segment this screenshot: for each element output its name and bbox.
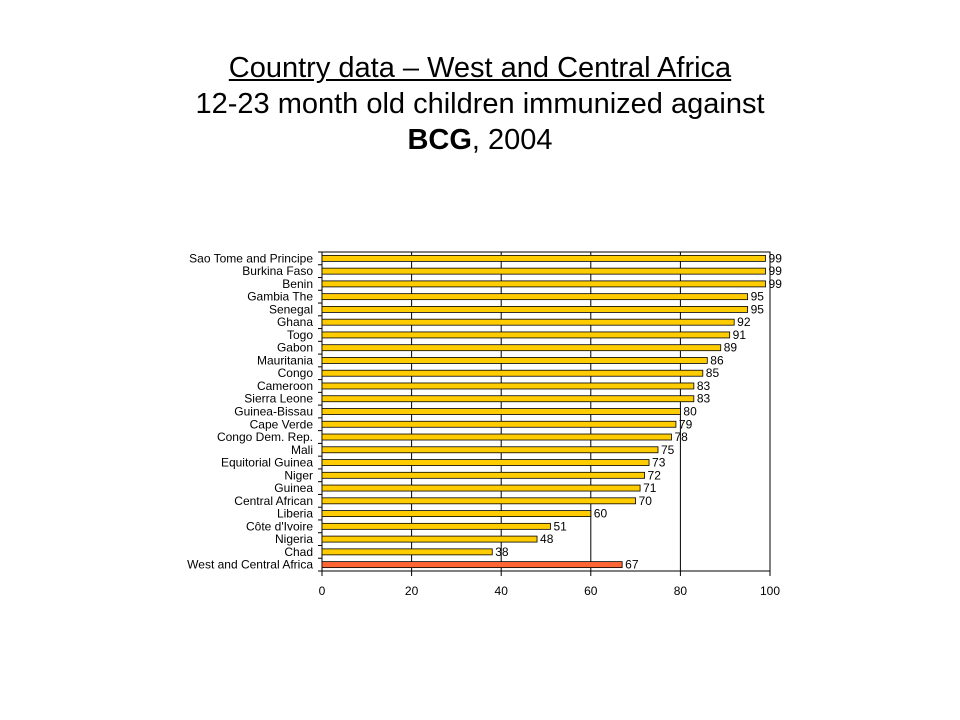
category-label: Cape Verde <box>250 417 314 431</box>
category-label: Sierra Leone <box>244 392 313 406</box>
bar <box>321 293 749 301</box>
title-line-3: BCG, 2004 <box>0 122 960 158</box>
bar <box>321 408 681 415</box>
data-label: 86 <box>710 353 724 367</box>
slide-title: Country data – West and Central Africa 1… <box>0 50 960 158</box>
category-label: Liberia <box>277 507 313 521</box>
x-tick-label: 80 <box>674 584 688 598</box>
bar <box>321 497 637 505</box>
category-label: Gabon <box>277 341 313 355</box>
category-label: Congo Dem. Rep. <box>217 430 313 444</box>
category-label: Equitorial Guinea <box>221 456 313 470</box>
category-label: Guinea-Bissau <box>234 405 313 419</box>
bar <box>321 510 592 517</box>
bar <box>321 420 677 428</box>
bar <box>321 267 766 275</box>
data-label: 92 <box>737 315 751 329</box>
bar <box>321 369 704 377</box>
data-label: 83 <box>697 392 711 406</box>
data-label: 99 <box>769 264 783 278</box>
bar <box>321 561 623 569</box>
data-label: 80 <box>683 405 697 419</box>
data-label: 99 <box>769 277 783 291</box>
bar <box>321 331 731 339</box>
data-label: 60 <box>594 507 608 521</box>
data-label: 70 <box>639 494 653 508</box>
bar <box>321 535 538 543</box>
category-label: West and Central Africa <box>187 558 313 572</box>
data-label: 71 <box>643 481 657 495</box>
data-label: 83 <box>697 379 711 393</box>
category-label: Sao Tome and Principe <box>189 251 313 265</box>
bar <box>321 484 641 492</box>
data-label: 38 <box>495 545 509 559</box>
bar <box>321 433 672 441</box>
category-label: Mali <box>291 443 313 457</box>
bar <box>321 382 695 390</box>
bar <box>321 306 749 313</box>
category-label: Congo <box>278 366 314 380</box>
category-label: Mauritania <box>257 353 313 367</box>
data-label: 99 <box>769 251 783 265</box>
category-label: Guinea <box>274 481 313 495</box>
category-label: Senegal <box>269 302 313 316</box>
category-label: Chad <box>284 545 313 559</box>
bar <box>321 395 695 403</box>
category-label: Burkina Faso <box>242 264 313 278</box>
category-label: Nigeria <box>275 532 313 546</box>
category-label: Togo <box>287 328 313 342</box>
title-line-1: Country data – West and Central Africa <box>228 52 732 84</box>
x-tick-label: 100 <box>760 584 780 598</box>
data-label: 91 <box>733 328 747 342</box>
data-label: 89 <box>724 341 738 355</box>
bar <box>321 254 766 262</box>
data-label: 78 <box>674 430 688 444</box>
data-label: 67 <box>625 558 639 572</box>
x-tick-label: 60 <box>584 584 598 598</box>
data-label: 75 <box>661 443 675 457</box>
bar <box>321 344 722 352</box>
bar <box>321 318 735 326</box>
bar <box>321 548 493 556</box>
data-label: 85 <box>706 366 720 380</box>
data-label: 79 <box>679 417 693 431</box>
data-label: 73 <box>652 456 666 470</box>
bar <box>321 471 645 479</box>
category-label: Côte d'Ivoire <box>246 519 313 533</box>
x-tick-label: 40 <box>495 584 509 598</box>
category-label: Benin <box>282 277 313 291</box>
bar <box>321 280 766 288</box>
bar <box>321 446 659 454</box>
title-vaccine: BCG <box>407 124 472 156</box>
category-label: Central African <box>234 494 313 508</box>
category-label: Niger <box>284 468 313 482</box>
data-label: 95 <box>751 302 765 316</box>
data-label: 48 <box>540 532 554 546</box>
x-tick-label: 0 <box>319 584 326 598</box>
category-label: Cameroon <box>257 379 313 393</box>
data-label: 51 <box>553 519 567 533</box>
bar <box>321 522 551 530</box>
x-tick-label: 20 <box>405 584 419 598</box>
category-label: Ghana <box>277 315 313 329</box>
bar <box>321 459 650 466</box>
data-label: 72 <box>648 468 662 482</box>
title-line-2: 12-23 month old children immunized again… <box>195 88 765 120</box>
title-year: , 2004 <box>471 124 553 156</box>
category-label: Gambia The <box>247 290 313 304</box>
bar <box>321 357 708 364</box>
data-label: 95 <box>751 290 765 304</box>
